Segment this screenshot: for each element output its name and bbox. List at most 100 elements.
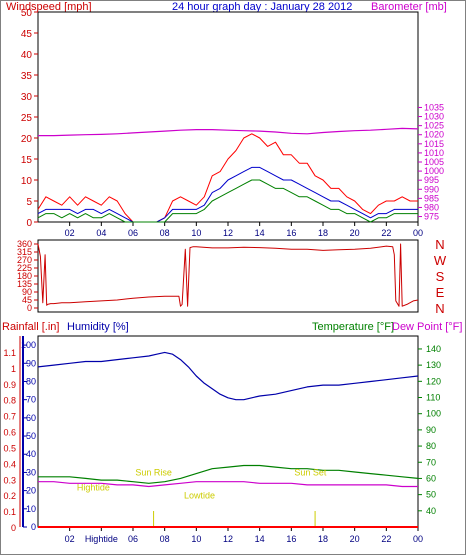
direction-tick-label: 135 xyxy=(17,279,32,289)
humidity-tick-label: 20 xyxy=(26,486,36,496)
annotation-sun-rise: Sun Rise xyxy=(135,467,172,477)
x-tick-label: 02 xyxy=(65,228,75,238)
windspeed-tick-label: 40 xyxy=(21,50,33,61)
windspeed-axis-ticks: 0 5 10 15 20 25 30 35 40 45 50 xyxy=(21,8,38,229)
barometer-tick-label: 985 xyxy=(424,193,439,203)
wind-barometer-series xyxy=(37,127,419,223)
x-tick-label: 08 xyxy=(160,534,170,544)
x-tick-label: 10 xyxy=(191,228,201,238)
windspeed-tick-label: 25 xyxy=(21,113,33,124)
x-tick-label: 08 xyxy=(160,228,170,238)
humidity-tick-label: 30 xyxy=(26,467,36,477)
series-barometer xyxy=(38,127,419,137)
rainfall-tick-label: 1.1 xyxy=(3,348,16,358)
temperature-axis-label: Temperature [°F] xyxy=(312,321,394,333)
windspeed-tick-label: 5 xyxy=(26,197,32,208)
x-tick-label: 00 xyxy=(413,534,423,544)
barometer-tick-label: 980 xyxy=(424,202,439,212)
direction-tick-label: 45 xyxy=(22,295,32,305)
windspeed-tick-label: 20 xyxy=(21,134,33,145)
x-tick-label: 06 xyxy=(128,228,138,238)
humidity-tick-label: 0 xyxy=(31,522,36,532)
barometer-tick-label: 975 xyxy=(424,212,439,222)
rainfall-tick-label: 0.4 xyxy=(3,459,16,469)
dewpoint-axis-label: Dew Point [°F] xyxy=(392,321,462,333)
barometer-axis-label: Barometer [mb] xyxy=(371,1,447,13)
series-wind-direction xyxy=(37,243,419,307)
compass-label-e: E xyxy=(436,285,445,300)
windspeed-tick-label: 45 xyxy=(21,29,33,40)
annotation-hightide: Hightide xyxy=(77,483,110,493)
direction-tick-label: 0 xyxy=(27,303,32,313)
compass-label-n: N xyxy=(435,237,444,252)
windspeed-tick-label: 30 xyxy=(21,92,33,103)
temperature-tick-label: 90 xyxy=(426,425,436,435)
humidity-temperature-series xyxy=(37,351,419,528)
direction-tick-label: 315 xyxy=(17,247,32,257)
temperature-tick-label: 130 xyxy=(426,360,441,370)
x-tick-label: 18 xyxy=(318,534,328,544)
event-markers xyxy=(153,511,316,527)
temperature-axis-ticks: 40 50 60 70 80 90 100 110 120 130 140 xyxy=(418,344,441,516)
barometer-tick-label: 1015 xyxy=(424,139,444,149)
humidity-tick-label: 40 xyxy=(26,449,36,459)
barometer-tick-label: 1020 xyxy=(424,130,444,140)
humidity-tick-label: 10 xyxy=(26,504,36,514)
wind-barometer-panel: Windspeed [mph] 24 hour graph day : Janu… xyxy=(6,1,447,238)
temperature-tick-label: 80 xyxy=(426,441,436,451)
x-tick-label: 00 xyxy=(413,228,423,238)
panel1-plot-area xyxy=(37,11,419,223)
barometer-tick-label: 1005 xyxy=(424,157,444,167)
rainfall-tick-label: 0.2 xyxy=(3,491,16,501)
x-tick-label: 14 xyxy=(255,228,265,238)
rainfall-axis-ticks: 0 0.1 0.2 0.3 0.4 0.5 0.6 0.7 0.8 0.9 1 1.1 xyxy=(3,348,16,533)
humidity-temperature-panel: Rainfall [.in] Humidity [%] Temperature … xyxy=(2,321,462,544)
windspeed-axis-label: Windspeed [mph] xyxy=(6,1,92,13)
direction-tick-label: 180 xyxy=(17,271,32,281)
x-tick-label: 18 xyxy=(318,228,328,238)
series-temperature xyxy=(38,464,419,484)
wind-direction-series xyxy=(37,243,419,307)
x-tick-label: 22 xyxy=(381,534,391,544)
annotation-sun-set: Sun Set xyxy=(294,467,327,477)
compass-label-n: N xyxy=(435,301,444,316)
temperature-tick-label: 60 xyxy=(426,473,436,483)
direction-tick-label: 90 xyxy=(22,287,32,297)
windspeed-tick-label: 15 xyxy=(21,155,33,166)
temperature-tick-label: 70 xyxy=(426,457,436,467)
rainfall-tick-label: 1 xyxy=(11,364,16,374)
x-tick-label: 04 xyxy=(96,228,106,238)
x-tick-label: 10 xyxy=(191,534,201,544)
compass-label-s: S xyxy=(436,269,445,284)
temperature-tick-label: 120 xyxy=(426,376,441,386)
x-tick-label: 20 xyxy=(350,228,360,238)
humidity-tick-label: 70 xyxy=(26,395,36,405)
x-tick-label: 16 xyxy=(286,534,296,544)
direction-tick-label: 225 xyxy=(17,263,32,273)
windspeed-tick-label: 10 xyxy=(21,176,33,187)
rainfall-axis-label: Rainfall [.in] xyxy=(2,321,59,333)
x-tick-label: 12 xyxy=(223,534,233,544)
series-humidity xyxy=(37,351,419,401)
rainfall-tick-label: 0.1 xyxy=(3,507,16,517)
x-tick-label: 02 xyxy=(65,534,75,544)
rainfall-tick-label: 0.6 xyxy=(3,428,16,438)
series-average xyxy=(37,166,418,223)
rainfall-tick-label: 0.8 xyxy=(3,396,16,406)
temperature-tick-label: 140 xyxy=(426,344,441,354)
direction-tick-label: 270 xyxy=(17,255,32,265)
barometer-axis-ticks: 9759809859909951000100510101015102010251… xyxy=(418,102,444,222)
x-tick-label: 16 xyxy=(286,228,296,238)
temperature-tick-label: 100 xyxy=(426,409,441,419)
windspeed-tick-label: 50 xyxy=(21,8,33,19)
x-tick-label: 14 xyxy=(255,534,265,544)
x-tick-label: 22 xyxy=(381,228,391,238)
barometer-tick-label: 995 xyxy=(424,175,439,185)
x-tick-label: 20 xyxy=(350,534,360,544)
compass-label-w: W xyxy=(434,253,447,268)
panel3-plot-area xyxy=(37,335,419,528)
temperature-tick-label: 50 xyxy=(426,490,436,500)
